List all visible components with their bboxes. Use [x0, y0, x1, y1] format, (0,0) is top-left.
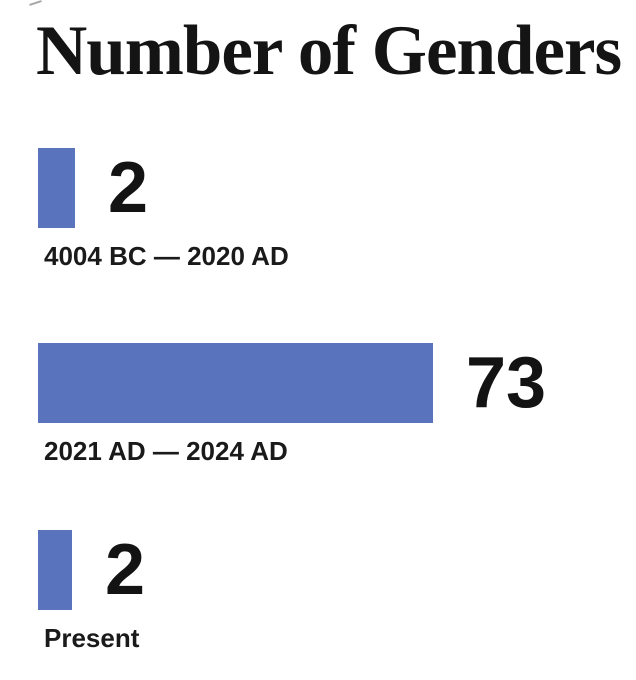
- bar-group-2021ad-2024ad: 73 2021 AD — 2024 AD: [38, 343, 636, 465]
- bar-4004bc-2020ad: [38, 148, 75, 228]
- bar-label: Present: [44, 623, 140, 653]
- chart-title: Number of Genders: [36, 12, 622, 90]
- bar-value: 2: [105, 530, 146, 610]
- bar-label: 4004 BC — 2020 AD: [44, 241, 289, 271]
- bar-group-present: 2 Present: [38, 530, 636, 652]
- bar-row: 2: [38, 148, 636, 228]
- bar-row: 73: [38, 343, 636, 423]
- bar-row: 2: [38, 530, 636, 610]
- crop-artifact-mark: [29, 0, 42, 6]
- bar-value: 2: [108, 148, 149, 228]
- bar-value: 73: [466, 343, 547, 423]
- bar-group-4004bc-2020ad: 2 4004 BC — 2020 AD: [38, 148, 636, 270]
- bar-label: 2021 AD — 2024 AD: [44, 436, 288, 466]
- bar-2021ad-2024ad: [38, 343, 433, 423]
- bar-present: [38, 530, 72, 610]
